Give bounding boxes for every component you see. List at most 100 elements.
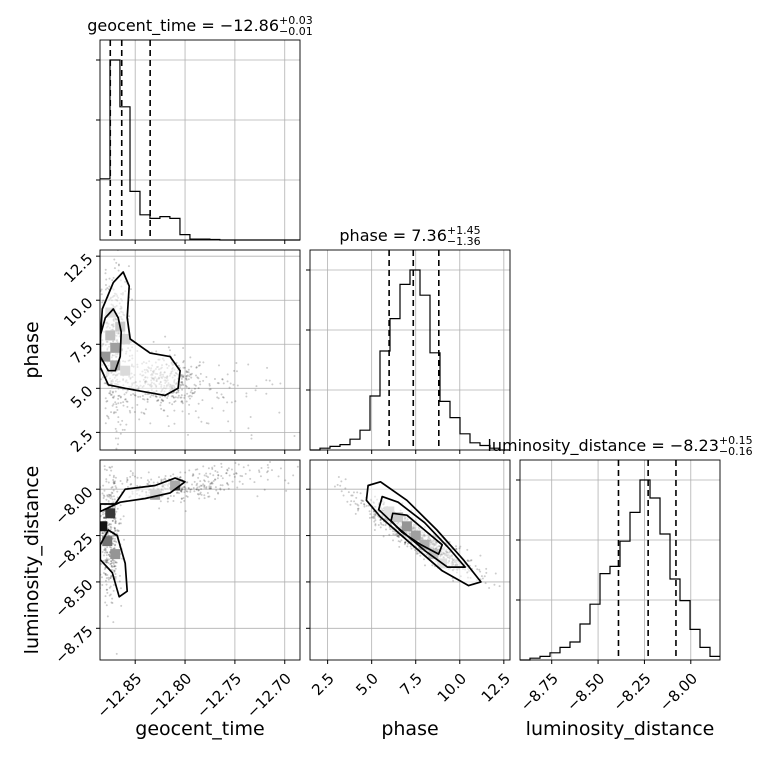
scatter-point: [190, 395, 193, 398]
scatter-point: [198, 361, 201, 364]
scatter-point: [373, 528, 376, 531]
scatter-point: [105, 604, 108, 607]
scatter-point: [152, 340, 155, 343]
scatter-point: [112, 621, 115, 624]
scatter-point: [172, 396, 175, 399]
scatter-point: [212, 474, 215, 477]
scatter-point: [187, 395, 190, 398]
scatter-point: [166, 500, 169, 503]
scatter-point: [195, 374, 198, 377]
scatter-point: [110, 495, 113, 498]
scatter-point: [170, 395, 173, 398]
scatter-point: [404, 541, 407, 544]
scatter-point: [109, 493, 112, 496]
scatter-point: [208, 383, 211, 386]
scatter-point: [112, 412, 115, 415]
scatter-point: [181, 374, 184, 377]
scatter-point: [480, 575, 483, 578]
scatter-point: [106, 400, 109, 403]
scatter-point: [114, 540, 117, 543]
scatter-point: [123, 393, 126, 396]
scatter-point: [104, 549, 107, 552]
scatter-point: [113, 559, 116, 562]
pair-frame: [99, 249, 301, 451]
scatter-point: [114, 401, 117, 404]
scatter-point: [372, 516, 375, 519]
hist-panel-luminosity_distance: luminosity_distance = −8.23+0.15 −0.16: [487, 434, 753, 661]
scatter-point: [229, 382, 232, 385]
scatter-point: [112, 396, 115, 399]
pair-inner: [100, 460, 300, 660]
scatter-point: [220, 466, 223, 469]
scatter-point: [112, 276, 115, 279]
scatter-point: [150, 394, 153, 397]
scatter-point: [105, 560, 108, 563]
scatter-point: [467, 560, 470, 563]
scatter-point: [228, 474, 231, 477]
hist-panel-geocent_time: geocent_time = −12.86+0.03 −0.01: [87, 14, 313, 241]
scatter-point: [217, 474, 220, 477]
scatter-point: [186, 481, 189, 484]
scatter-point: [203, 480, 206, 483]
scatter-point: [368, 516, 371, 519]
scatter-point: [109, 563, 112, 566]
scatter-point: [188, 469, 191, 472]
scatter-point: [155, 350, 158, 353]
scatter-point: [104, 547, 107, 550]
scatter-point: [100, 378, 103, 381]
scatter-point: [356, 507, 359, 510]
scatter-point: [107, 415, 110, 418]
xtick-label-geocent_time: −12.85: [93, 670, 145, 722]
scatter-point: [129, 470, 132, 473]
scatter-point: [195, 366, 198, 369]
scatter-point: [102, 554, 105, 557]
contour-line: [365, 480, 482, 587]
scatter-point: [400, 539, 403, 542]
scatter-point: [113, 540, 116, 543]
scatter-point: [94, 399, 96, 401]
scatter-point: [180, 490, 183, 493]
scatter-point: [180, 396, 183, 399]
scatter-point: [146, 482, 149, 485]
scatter-point: [143, 412, 146, 415]
scatter-point: [392, 533, 395, 536]
scatter-point: [260, 466, 263, 469]
scatter-point: [222, 409, 225, 412]
scatter-point: [337, 476, 340, 479]
scatter-point: [110, 523, 113, 526]
scatter-point: [174, 400, 177, 403]
scatter-point: [121, 557, 124, 560]
scatter-point: [249, 416, 252, 419]
scatter-point: [116, 507, 119, 510]
scatter-point: [164, 335, 167, 338]
scatter-point: [213, 464, 216, 467]
scatter-point: [114, 565, 117, 568]
hist-title-phase: phase = 7.36+1.45 −1.36: [339, 224, 480, 248]
scatter-point: [369, 513, 372, 516]
scatter-point: [196, 492, 199, 495]
scatter-point: [227, 487, 230, 490]
scatter-point: [133, 411, 136, 414]
scatter-point: [114, 485, 117, 488]
scatter-point: [107, 553, 110, 556]
scatter-point: [191, 483, 194, 486]
scatter-point: [111, 404, 114, 407]
scatter-point: [189, 490, 192, 493]
scatter-point: [122, 404, 125, 407]
scatter-point: [244, 472, 247, 475]
xtick-label-geocent_time: −12.70: [243, 670, 295, 722]
scatter-point: [124, 398, 127, 401]
scatter-point: [187, 412, 190, 415]
scatter-point: [140, 411, 143, 414]
scatter-point: [112, 474, 115, 477]
scatter-point: [203, 479, 206, 482]
scatter-point: [129, 288, 132, 291]
scatter-point: [395, 533, 398, 536]
scatter-point: [113, 544, 116, 547]
scatter-point: [108, 522, 111, 525]
scatter-point: [160, 478, 163, 481]
scatter-point: [250, 437, 253, 440]
scatter-point: [122, 388, 125, 391]
pair-frame: [99, 459, 301, 661]
scatter-point: [237, 463, 240, 466]
